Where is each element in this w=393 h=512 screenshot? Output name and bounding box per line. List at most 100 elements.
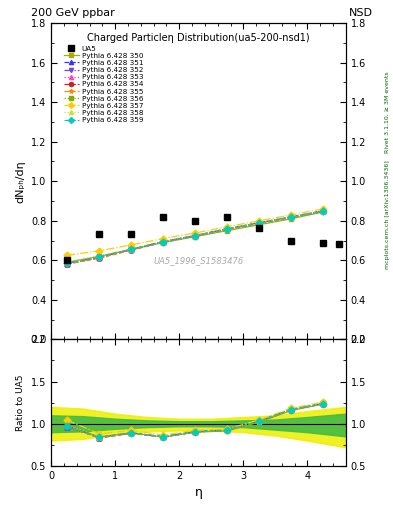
Pythia 6.428 352	[161, 239, 165, 245]
Pythia 6.428 356	[161, 239, 165, 245]
Pythia 6.428 356	[321, 208, 326, 215]
Pythia 6.428 356	[225, 226, 230, 232]
Pythia 6.428 352	[65, 260, 70, 266]
UA5	[321, 241, 326, 247]
Pythia 6.428 350	[321, 209, 326, 215]
Pythia 6.428 351	[321, 208, 326, 214]
X-axis label: η: η	[195, 486, 202, 499]
Pythia 6.428 358	[65, 259, 70, 265]
Pythia 6.428 354	[289, 215, 294, 221]
Pythia 6.428 352	[225, 226, 230, 232]
Pythia 6.428 355	[289, 215, 294, 221]
Text: 200 GeV ppbar: 200 GeV ppbar	[31, 8, 115, 18]
Pythia 6.428 355	[161, 239, 165, 245]
Pythia 6.428 356	[97, 253, 101, 260]
Text: NSD: NSD	[349, 8, 373, 18]
Pythia 6.428 352	[289, 214, 294, 220]
Pythia 6.428 357	[97, 248, 101, 254]
Pythia 6.428 356	[129, 246, 134, 252]
Pythia 6.428 351	[225, 226, 230, 232]
Pythia 6.428 354	[225, 226, 230, 232]
UA5	[161, 214, 165, 220]
Pythia 6.428 353	[257, 220, 262, 226]
Pythia 6.428 354	[97, 255, 101, 261]
Pythia 6.428 350	[225, 227, 230, 233]
Pythia 6.428 351	[289, 214, 294, 220]
Line: Pythia 6.428 354: Pythia 6.428 354	[65, 209, 326, 266]
Pythia 6.428 351	[65, 261, 70, 267]
Pythia 6.428 353	[97, 254, 101, 261]
Pythia 6.428 353	[65, 261, 70, 267]
Pythia 6.428 355	[257, 221, 262, 227]
Pythia 6.428 351	[161, 239, 165, 245]
Pythia 6.428 354	[65, 261, 70, 267]
Pythia 6.428 357	[161, 236, 165, 242]
Pythia 6.428 350	[97, 253, 101, 260]
Pythia 6.428 359	[97, 253, 101, 260]
Pythia 6.428 358	[193, 232, 198, 239]
UA5	[65, 257, 70, 263]
Pythia 6.428 358	[289, 214, 294, 220]
Pythia 6.428 357	[257, 218, 262, 224]
Pythia 6.428 350	[65, 259, 70, 265]
Pythia 6.428 357	[129, 242, 134, 248]
Pythia 6.428 352	[193, 232, 198, 239]
Pythia 6.428 358	[97, 253, 101, 259]
Pythia 6.428 356	[289, 215, 294, 221]
Y-axis label: Ratio to UA5: Ratio to UA5	[16, 374, 25, 431]
UA5	[289, 238, 294, 244]
Text: Rivet 3.1.10, ≥ 3M events: Rivet 3.1.10, ≥ 3M events	[385, 72, 390, 154]
Pythia 6.428 352	[97, 254, 101, 261]
Line: Pythia 6.428 359: Pythia 6.428 359	[65, 209, 326, 266]
Line: Pythia 6.428 357: Pythia 6.428 357	[65, 206, 326, 258]
Legend: UA5, Pythia 6.428 350, Pythia 6.428 351, Pythia 6.428 352, Pythia 6.428 353, Pyt: UA5, Pythia 6.428 350, Pythia 6.428 351,…	[64, 46, 143, 123]
Line: Pythia 6.428 353: Pythia 6.428 353	[65, 209, 326, 266]
UA5	[193, 218, 198, 224]
Pythia 6.428 353	[225, 226, 230, 232]
Pythia 6.428 356	[65, 259, 70, 265]
Pythia 6.428 359	[193, 233, 198, 239]
Pythia 6.428 354	[129, 247, 134, 253]
Pythia 6.428 358	[225, 226, 230, 232]
Pythia 6.428 358	[161, 239, 165, 245]
Pythia 6.428 357	[289, 212, 294, 218]
Pythia 6.428 350	[257, 222, 262, 228]
Pythia 6.428 350	[193, 233, 198, 240]
Line: Pythia 6.428 350: Pythia 6.428 350	[65, 209, 326, 265]
Pythia 6.428 350	[289, 216, 294, 222]
Pythia 6.428 359	[161, 239, 165, 245]
Pythia 6.428 351	[193, 232, 198, 239]
Pythia 6.428 353	[161, 239, 165, 245]
Line: Pythia 6.428 355: Pythia 6.428 355	[65, 209, 326, 266]
Line: Pythia 6.428 352: Pythia 6.428 352	[65, 208, 326, 266]
Pythia 6.428 358	[129, 246, 134, 252]
Pythia 6.428 354	[257, 220, 262, 226]
Pythia 6.428 359	[321, 208, 326, 215]
Pythia 6.428 350	[129, 246, 134, 252]
Pythia 6.428 359	[289, 214, 294, 220]
Text: UA5_1996_S1583476: UA5_1996_S1583476	[153, 256, 244, 265]
Line: Pythia 6.428 351: Pythia 6.428 351	[65, 208, 326, 267]
Y-axis label: dNₚₕ/dη: dNₚₕ/dη	[15, 160, 25, 203]
Pythia 6.428 352	[129, 246, 134, 252]
Pythia 6.428 359	[65, 260, 70, 266]
Pythia 6.428 359	[257, 220, 262, 226]
Pythia 6.428 353	[321, 208, 326, 215]
UA5	[337, 242, 342, 248]
Pythia 6.428 357	[225, 224, 230, 230]
Pythia 6.428 350	[161, 240, 165, 246]
Pythia 6.428 354	[161, 239, 165, 245]
UA5	[257, 225, 262, 231]
Pythia 6.428 357	[65, 252, 70, 259]
Pythia 6.428 355	[321, 208, 326, 215]
Pythia 6.428 353	[289, 214, 294, 220]
Text: mcplots.cern.ch [arXiv:1306.3436]: mcplots.cern.ch [arXiv:1306.3436]	[385, 161, 390, 269]
Line: UA5: UA5	[64, 214, 343, 264]
Pythia 6.428 356	[193, 233, 198, 239]
Pythia 6.428 351	[129, 246, 134, 252]
Pythia 6.428 355	[129, 247, 134, 253]
Pythia 6.428 352	[321, 208, 326, 214]
Pythia 6.428 359	[225, 226, 230, 232]
Pythia 6.428 357	[321, 206, 326, 212]
Pythia 6.428 351	[257, 220, 262, 226]
